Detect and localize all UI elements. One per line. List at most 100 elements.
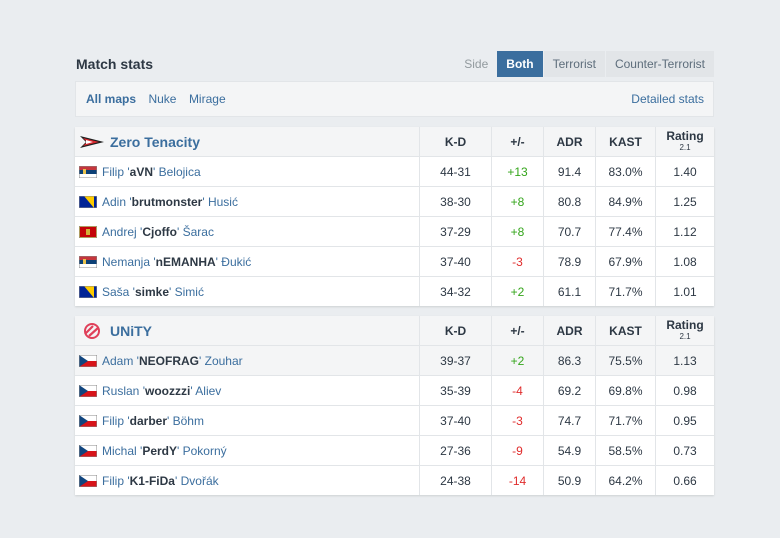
player-name[interactable]: Adam 'NEOFRAG' Zouhar (102, 353, 243, 368)
adr-cell: 91.4 (543, 156, 596, 187)
table-row: Adam 'NEOFRAG' Zouhar 39-37 +2 86.3 75.5% 1.1… (75, 345, 714, 376)
plus-minus-cell: +13 (491, 156, 544, 187)
bosnia-flag-icon (79, 286, 97, 299)
col-kd: K-D (419, 316, 492, 346)
table-row: Andrej 'Cjoffo' Šarac 37-29 +8 70.7 77.4% 1.1… (75, 216, 714, 247)
player-cell[interactable]: Filip 'darber' Böhm (75, 405, 420, 436)
kd-cell: 37-40 (419, 405, 492, 436)
adr-cell: 86.3 (543, 345, 596, 376)
czech-flag-icon (79, 355, 97, 368)
kast-cell: 67.9% (595, 246, 656, 277)
adr-cell: 78.9 (543, 246, 596, 277)
team-stats-table: UNiTY K-D +/- ADR KAST Rating 2.1 Adam 'N… (75, 316, 714, 495)
player-cell[interactable]: Adin 'brutmonster' Husić (75, 186, 420, 217)
col-kast: KAST (595, 127, 656, 157)
side-ct-button[interactable]: Counter-Terrorist (605, 51, 714, 77)
kast-cell: 83.0% (595, 156, 656, 187)
side-terrorist-button[interactable]: Terrorist (543, 51, 605, 77)
page-title: Match stats (76, 56, 154, 72)
bosnia-flag-icon (79, 196, 97, 209)
kast-cell: 71.7% (595, 405, 656, 436)
rating-cell: 1.40 (655, 156, 714, 187)
match-stats-panel: Match stats Side Both Terrorist Counter-… (75, 48, 714, 495)
map-nuke-link[interactable]: Nuke (148, 92, 177, 106)
player-cell[interactable]: Andrej 'Cjoffo' Šarac (75, 216, 420, 247)
player-nickname: woozzzi (144, 383, 191, 398)
rating-cell: 1.01 (673, 284, 697, 299)
side-both-button[interactable]: Both (497, 51, 543, 77)
player-name[interactable]: Andrej 'Cjoffo' Šarac (102, 224, 214, 239)
kd-cell: 24-38 (419, 465, 492, 495)
team-name[interactable]: Zero Tenacity (110, 133, 200, 150)
kast-cell: 75.5% (595, 345, 656, 376)
player-nickname: K1-FiDa (129, 473, 175, 488)
plus-minus-cell: +8 (491, 186, 544, 217)
match-stats-header: Match stats Side Both Terrorist Counter-… (75, 48, 714, 80)
player-nickname: NEOFRAG (138, 353, 199, 368)
map-filter-bar: All maps Nuke Mirage Detailed stats (75, 81, 714, 117)
rating-cell: 0.66 (673, 473, 697, 488)
player-name[interactable]: Filip 'K1-FiDa' Dvořák (102, 473, 219, 488)
player-name[interactable]: Michal 'PerdY' Pokorný (102, 443, 227, 458)
table-row: Ruslan 'woozzzi' Aliev 35-39 -4 69.2 69.8% 0.… (75, 375, 714, 406)
table-row: Saša 'simke' Simić 34-32 +2 61.1 71.7% 1.01 (75, 276, 714, 306)
col-plus-minus: +/- (491, 127, 544, 157)
col-rating: Rating 2.1 (655, 316, 714, 346)
player-cell[interactable]: Filip 'K1-FiDa' Dvořák (75, 465, 420, 495)
player-name[interactable]: Nemanja 'nEMANHA' Đukić (102, 254, 252, 269)
kd-cell: 44-31 (419, 156, 492, 187)
team-name[interactable]: UNiTY (110, 322, 152, 339)
plus-minus-cell: -3 (491, 246, 544, 277)
adr-cell: 61.1 (543, 276, 596, 306)
map-mirage-link[interactable]: Mirage (188, 92, 226, 106)
czech-flag-icon (79, 385, 97, 398)
player-name[interactable]: Adin 'brutmonster' Husić (102, 194, 238, 209)
zero-tenacity-logo-icon (80, 135, 104, 148)
col-kast: KAST (595, 316, 656, 346)
adr-cell: 54.9 (543, 435, 596, 466)
player-name[interactable]: Saša 'simke' Simić (102, 284, 204, 299)
kd-cell: 39-37 (419, 345, 492, 376)
plus-minus-cell: +2 (491, 345, 544, 376)
kast-cell: 64.2% (595, 465, 656, 495)
adr-cell: 70.7 (543, 216, 596, 247)
rating-cell: 1.08 (655, 246, 714, 277)
player-cell[interactable]: Saša 'simke' Simić (75, 276, 420, 306)
player-name[interactable]: Ruslan 'woozzzi' Aliev (102, 383, 222, 398)
col-adr: ADR (543, 127, 596, 157)
player-cell[interactable]: Michal 'PerdY' Pokorný (75, 435, 420, 466)
table-row: Filip 'aVN' Belojica 44-31 +13 91.4 83.0% 1.4… (75, 156, 714, 187)
map-all-link[interactable]: All maps (86, 92, 137, 106)
rating-cell: 1.12 (655, 216, 714, 247)
team-stats-table: Zero Tenacity K-D +/- ADR KAST Rating 2.1… (75, 127, 714, 306)
detailed-stats-link[interactable]: Detailed stats (631, 92, 704, 106)
unity-logo-icon (84, 322, 100, 339)
rating-cell: 0.95 (655, 405, 714, 436)
kast-cell: 69.8% (595, 375, 656, 406)
player-cell[interactable]: Ruslan 'woozzzi' Aliev (75, 375, 420, 406)
czech-flag-icon (79, 445, 97, 458)
col-adr: ADR (543, 316, 596, 346)
rating-cell: 1.13 (655, 345, 714, 376)
player-cell[interactable]: Nemanja 'nEMANHA' Đukić (75, 246, 420, 277)
col-plus-minus: +/- (491, 316, 544, 346)
player-name[interactable]: Filip 'aVN' Belojica (102, 164, 201, 179)
player-cell[interactable]: Adam 'NEOFRAG' Zouhar (75, 345, 420, 376)
czech-flag-icon (79, 475, 97, 488)
player-nickname: brutmonster (131, 194, 203, 209)
table-row: Filip 'darber' Böhm 37-40 -3 74.7 71.7% 0.95 (75, 405, 714, 436)
kd-cell: 37-29 (419, 216, 492, 247)
player-cell[interactable]: Filip 'aVN' Belojica (75, 156, 420, 187)
player-name[interactable]: Filip 'darber' Böhm (102, 413, 204, 428)
serbia-flag-icon (79, 166, 97, 179)
rating-cell: 0.98 (655, 375, 714, 406)
player-nickname: darber (129, 413, 167, 428)
czech-flag-icon (79, 415, 97, 428)
table-row: Michal 'PerdY' Pokorný 27-36 -9 54.9 58.5% 0.… (75, 435, 714, 466)
side-label: Side (464, 57, 489, 71)
player-nickname: simke (134, 284, 170, 299)
kd-cell: 35-39 (419, 375, 492, 406)
kast-cell: 77.4% (595, 216, 656, 247)
kd-cell: 38-30 (419, 186, 492, 217)
kast-cell: 58.5% (595, 435, 656, 466)
